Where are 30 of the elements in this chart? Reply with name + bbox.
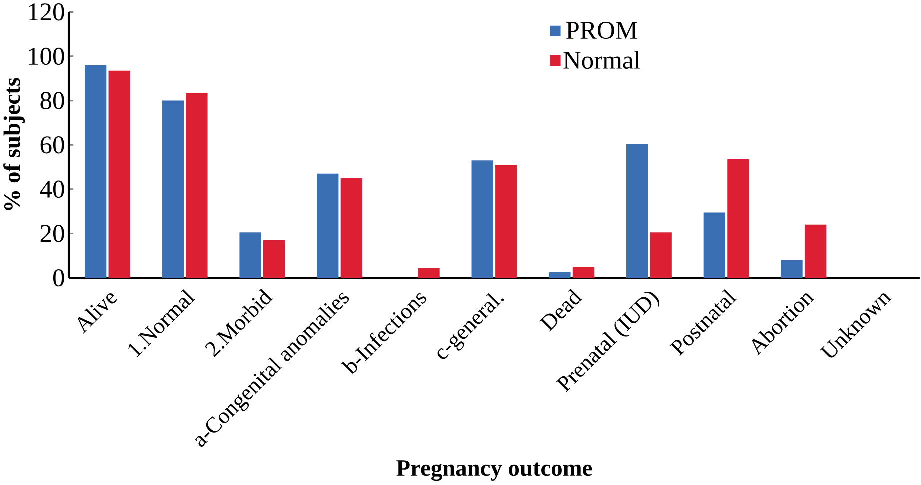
bar: [704, 212, 726, 278]
bar: [472, 160, 494, 278]
y-tick-label: 120: [29, 4, 64, 21]
legend-label: Normal: [564, 51, 640, 70]
bar: [186, 93, 208, 278]
bar: [162, 100, 184, 278]
bar: [263, 240, 286, 278]
bar: [496, 165, 518, 278]
bar: [804, 225, 827, 278]
bar: [108, 71, 130, 278]
y-tick-label: 40: [40, 180, 64, 198]
x-axis-title: Pregnancy outcome: [396, 460, 592, 482]
y-tick-label: 80: [40, 92, 64, 110]
bar: [781, 260, 803, 278]
y-tick-label: 20: [40, 225, 64, 243]
bar: [728, 160, 750, 278]
y-axis-title: % of subjects: [4, 78, 26, 210]
y-tick-label: 0: [53, 270, 64, 287]
bar: [418, 268, 440, 278]
bar: [549, 272, 571, 278]
legend-label: PROM: [566, 22, 638, 40]
bar: [650, 232, 672, 278]
bar: [340, 178, 362, 278]
bar: [317, 174, 339, 278]
bar: [240, 232, 262, 278]
bar: [572, 267, 595, 278]
y-tick-label: 100: [29, 48, 64, 66]
y-tick-label: 60: [40, 136, 64, 154]
bar: [84, 66, 107, 278]
bar: [626, 144, 648, 278]
